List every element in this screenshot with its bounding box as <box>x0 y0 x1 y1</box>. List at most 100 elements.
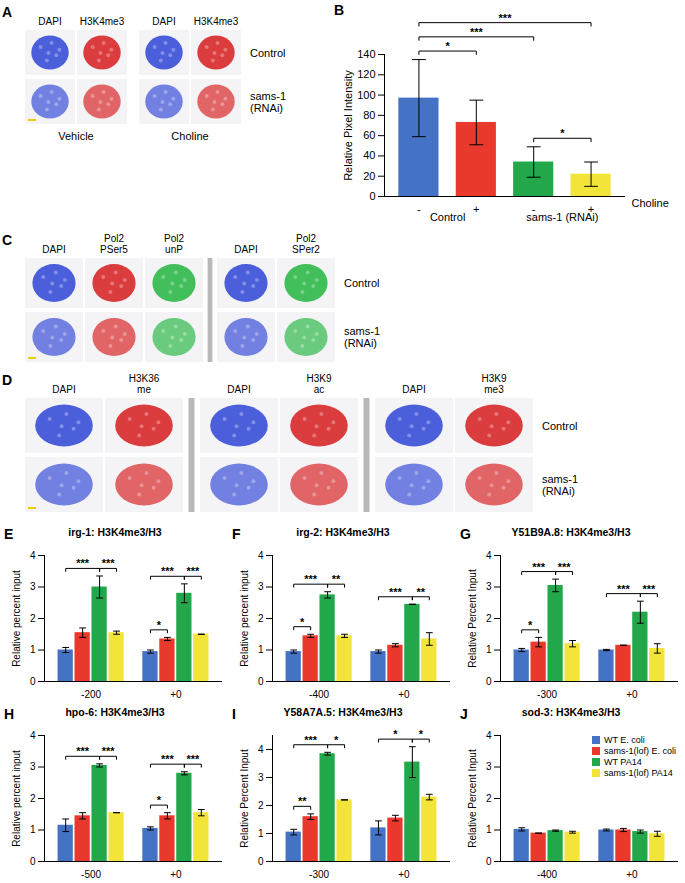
svg-text:-400: -400 <box>537 869 557 880</box>
svg-text:*: * <box>419 728 424 740</box>
svg-text:3: 3 <box>30 581 36 592</box>
svg-text:Relative Percent Input: Relative Percent Input <box>239 749 250 848</box>
svg-text:*: * <box>300 616 305 628</box>
svg-text:1: 1 <box>486 644 492 655</box>
svg-text:1: 1 <box>486 824 492 835</box>
svg-text:sams-1(RNAi): sams-1(RNAi) <box>250 90 286 114</box>
svg-text:***: *** <box>304 734 318 746</box>
svg-text:sams-1 (RNAi): sams-1 (RNAi) <box>526 211 598 223</box>
svg-text:**: ** <box>332 573 341 585</box>
svg-text:120: 120 <box>357 68 375 80</box>
svg-text:***: *** <box>102 557 116 569</box>
svg-text:+0: +0 <box>398 689 410 700</box>
svg-text:*: * <box>560 127 565 139</box>
svg-text:0: 0 <box>486 856 492 867</box>
svg-text:Control: Control <box>250 47 285 59</box>
svg-text:4: 4 <box>486 730 492 741</box>
svg-text:100: 100 <box>357 89 375 101</box>
svg-text:4: 4 <box>258 550 264 561</box>
svg-text:3: 3 <box>30 761 36 772</box>
svg-text:Control: Control <box>430 211 465 223</box>
svg-text:*: * <box>393 728 398 740</box>
svg-text:1: 1 <box>30 824 36 835</box>
svg-text:-500: -500 <box>81 869 101 880</box>
svg-text:***: *** <box>161 565 175 577</box>
svg-text:2: 2 <box>30 613 36 624</box>
svg-text:+0: +0 <box>626 689 638 700</box>
svg-text:3: 3 <box>258 772 264 783</box>
svg-text:0: 0 <box>258 676 264 687</box>
svg-text:4: 4 <box>258 744 264 755</box>
svg-text:1: 1 <box>258 644 264 655</box>
svg-text:DAPI: DAPI <box>227 384 250 395</box>
svg-text:Choline: Choline <box>171 130 208 142</box>
svg-text:4: 4 <box>30 550 36 561</box>
svg-text:***: *** <box>76 557 90 569</box>
svg-text:0: 0 <box>30 676 36 687</box>
svg-text:***: *** <box>304 573 318 585</box>
svg-text:20: 20 <box>363 170 375 182</box>
svg-text:sams-1(RNAi): sams-1(RNAi) <box>344 325 380 349</box>
svg-text:**: ** <box>417 586 426 598</box>
svg-text:Control: Control <box>542 420 577 432</box>
svg-text:2: 2 <box>30 793 36 804</box>
svg-text:Vehicle: Vehicle <box>58 130 93 142</box>
svg-text:3: 3 <box>486 761 492 772</box>
svg-text:***: *** <box>499 12 513 24</box>
svg-text:80: 80 <box>363 109 375 121</box>
svg-text:***: *** <box>642 583 656 595</box>
svg-text:-200: -200 <box>81 689 101 700</box>
svg-text:140: 140 <box>357 48 375 60</box>
svg-text:H3K9me3: H3K9me3 <box>481 373 506 395</box>
svg-text:H3K4me3: H3K4me3 <box>194 16 239 27</box>
svg-text:**: ** <box>298 795 307 807</box>
svg-text:DAPI: DAPI <box>402 384 425 395</box>
svg-text:sams-1(RNAi): sams-1(RNAi) <box>542 473 578 497</box>
svg-text:*: * <box>445 40 450 52</box>
svg-text:***: *** <box>617 583 631 595</box>
svg-text:+0: +0 <box>170 689 182 700</box>
svg-text:***: *** <box>186 753 200 765</box>
svg-text:***: *** <box>470 26 484 38</box>
svg-text:0: 0 <box>369 190 375 202</box>
svg-text:1: 1 <box>258 828 264 839</box>
svg-text:40: 40 <box>363 149 375 161</box>
svg-text:DAPI: DAPI <box>42 244 65 255</box>
svg-text:***: *** <box>389 586 403 598</box>
svg-text:4: 4 <box>30 730 36 741</box>
svg-text:*: * <box>157 794 162 806</box>
svg-text:2: 2 <box>486 793 492 804</box>
svg-text:0: 0 <box>30 856 36 867</box>
svg-text:0: 0 <box>258 856 264 867</box>
svg-text:Relative percent input: Relative percent input <box>11 570 22 667</box>
svg-text:Relative Percent Input: Relative Percent Input <box>467 749 478 848</box>
svg-text:*: * <box>334 734 339 746</box>
svg-text:***: *** <box>186 565 200 577</box>
svg-text:-: - <box>417 203 421 215</box>
svg-text:DAPI: DAPI <box>234 244 257 255</box>
svg-text:3: 3 <box>486 581 492 592</box>
svg-text:Control: Control <box>344 277 379 289</box>
svg-text:2: 2 <box>486 613 492 624</box>
svg-text:H3K9ac: H3K9ac <box>306 373 331 395</box>
svg-text:2: 2 <box>258 613 264 624</box>
svg-text:Relative percent input: Relative percent input <box>11 750 22 847</box>
svg-text:***: *** <box>102 745 116 757</box>
svg-text:***: *** <box>558 561 572 573</box>
svg-text:DAPI: DAPI <box>52 384 75 395</box>
svg-text:DAPI: DAPI <box>38 16 61 27</box>
svg-text:Relative percent input: Relative percent input <box>239 570 250 667</box>
svg-text:Pol2SPer2: Pol2SPer2 <box>292 233 320 255</box>
svg-text:1: 1 <box>30 644 36 655</box>
svg-text:***: *** <box>76 745 90 757</box>
svg-text:Relative Percent Input: Relative Percent Input <box>467 569 478 668</box>
svg-text:+0: +0 <box>170 869 182 880</box>
svg-text:*: * <box>157 619 162 631</box>
svg-text:*: * <box>528 619 533 631</box>
svg-text:DAPI: DAPI <box>152 16 175 27</box>
svg-text:-300: -300 <box>537 689 557 700</box>
svg-text:Relative Pixel Intensity: Relative Pixel Intensity <box>342 70 354 181</box>
svg-text:***: *** <box>532 561 546 573</box>
svg-text:H3K4me3: H3K4me3 <box>80 16 125 27</box>
svg-text:Pol2unP: Pol2unP <box>164 233 184 255</box>
